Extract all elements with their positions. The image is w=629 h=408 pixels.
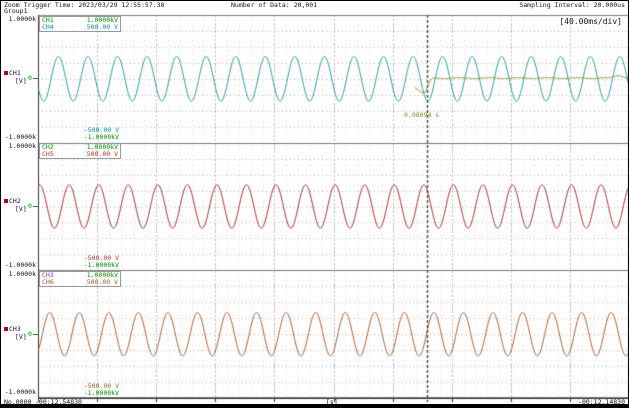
time-per-div-label: [40.00ms/div]	[559, 17, 622, 26]
panel1-axis-min: -1.0000k	[4, 133, 36, 141]
channel-name: CH2	[42, 143, 54, 151]
panel2-zero-label: 0	[28, 202, 32, 210]
channel-color-square	[4, 327, 8, 331]
panel2-axis-min: -1.0000k	[4, 261, 36, 269]
panel1-legend[interactable]: CH1 1.0000kV CH4 500.00 V	[39, 16, 121, 32]
panel2-bottom-values: -500.00 V -1.0000kV	[39, 255, 119, 269]
time-axis-end-label: -00:12.14830	[578, 398, 625, 406]
panel2-legend[interactable]: CH2 1.0000kV CH5 500.00 V	[39, 143, 121, 159]
time-axis-start-label: -00:12.54830	[35, 398, 82, 406]
panel1-unit-label: [V]	[15, 77, 27, 85]
record-number-label: No.0000	[4, 398, 32, 406]
bottom-value: -1.0000kV	[83, 389, 119, 397]
channel-range: 500.00 V	[86, 23, 118, 31]
trigger-time-label: Zoom Trigger Time: 2023/03/29 12:55:57.3…	[4, 1, 165, 9]
channel-name: CH3	[42, 271, 54, 279]
panel1-channel-label: CH1	[9, 69, 21, 77]
sampling-interval-label: Sampling Interval: 20.000us	[519, 1, 625, 9]
channel-name: CH1	[42, 16, 54, 24]
zero-tick	[33, 78, 38, 79]
channel-color-square	[4, 199, 8, 203]
channel-name: CH4	[42, 23, 54, 31]
panel1-bottom-values: -500.00 V -1.0000kV	[39, 127, 119, 141]
panel2-axis-max: 1.0000k	[8, 142, 36, 150]
number-of-data-label: Number of Data: 20,001	[231, 1, 318, 9]
channel-range: 1.0000kV	[86, 271, 118, 279]
channel-name: CH6	[42, 278, 54, 286]
legend-row: CH5 500.00 V	[40, 151, 120, 158]
legend-row: CH6 500.00 V	[40, 279, 120, 286]
panel3-axis-min: -1.0000k	[4, 388, 36, 396]
channel-range: 1.0000kV	[86, 16, 118, 24]
panel3-unit-label: [V]	[15, 333, 27, 341]
legend-row: CH4 500.00 V	[40, 24, 120, 31]
channel-name: CH5	[42, 150, 54, 158]
bottom-value: -1.0000kV	[83, 261, 119, 269]
bottom-value: -1.0000kV	[83, 133, 119, 141]
panel1-zero-label: 0	[28, 74, 32, 82]
legend-row: CH3 1.0000kV	[40, 272, 120, 279]
zero-tick	[33, 206, 38, 207]
legend-row: CH1 1.0000kV	[40, 17, 120, 24]
cursor-time-readout[interactable]: 0.08094 s	[404, 111, 440, 119]
bottom-value: -500.00 V	[83, 126, 119, 134]
panel3-bottom-values: -500.00 V -1.0000kV	[39, 383, 119, 397]
channel-color-square	[4, 71, 8, 75]
bottom-value: -500.00 V	[83, 254, 119, 262]
panel3-legend[interactable]: CH3 1.0000kV CH6 500.00 V	[39, 271, 121, 287]
channel-range: 500.00 V	[86, 150, 118, 158]
panel3-axis-max: 1.0000k	[8, 270, 36, 278]
bottom-value: -500.00 V	[83, 382, 119, 390]
bottom-bar	[1, 404, 628, 407]
time-axis-unit-label: [s]	[326, 398, 338, 406]
channel-range: 500.00 V	[86, 278, 118, 286]
zero-tick	[33, 334, 38, 335]
panel2-unit-label: [V]	[15, 205, 27, 213]
group-label: Group1	[4, 7, 28, 15]
panel3-zero-label: 0	[28, 330, 32, 338]
legend-row: CH2 1.0000kV	[40, 144, 120, 151]
panel1-axis-max: 1.0000k	[8, 15, 36, 23]
panel2-channel-label: CH2	[9, 197, 21, 205]
channel-range: 1.0000kV	[86, 143, 118, 151]
panel3-channel-label: CH3	[9, 325, 21, 333]
